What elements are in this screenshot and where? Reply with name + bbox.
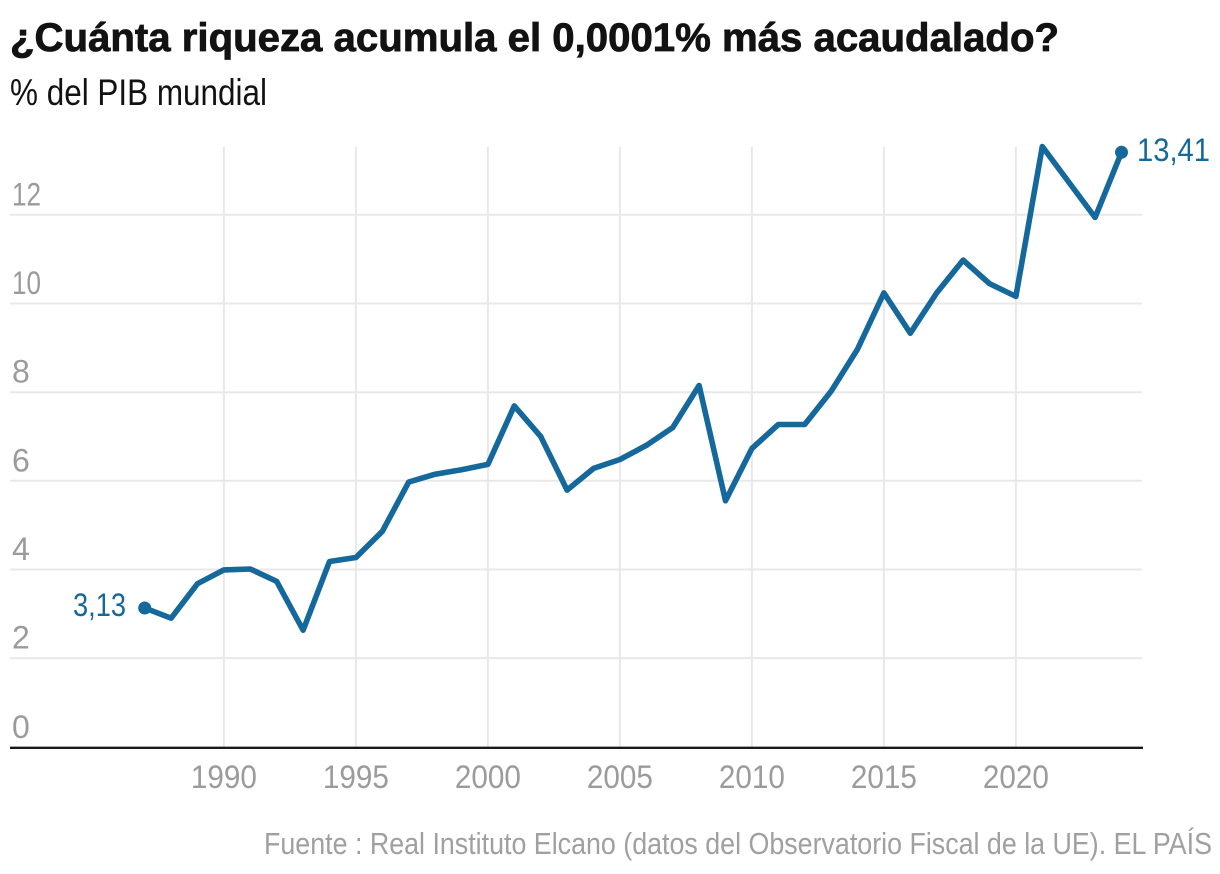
svg-text:2000: 2000 bbox=[455, 759, 521, 795]
svg-text:1995: 1995 bbox=[323, 759, 389, 795]
svg-text:6: 6 bbox=[12, 442, 30, 478]
svg-text:2015: 2015 bbox=[851, 759, 917, 795]
svg-text:1990: 1990 bbox=[191, 759, 257, 795]
svg-text:3,13: 3,13 bbox=[73, 587, 126, 623]
svg-text:0: 0 bbox=[12, 709, 30, 745]
svg-text:¿Cuánta riqueza acumula el 0,0: ¿Cuánta riqueza acumula el 0,0001% más a… bbox=[10, 16, 1059, 60]
svg-text:8: 8 bbox=[12, 354, 30, 390]
svg-text:4: 4 bbox=[12, 531, 30, 567]
svg-text:2: 2 bbox=[12, 620, 30, 656]
svg-text:13,41: 13,41 bbox=[1137, 132, 1210, 168]
svg-text:2010: 2010 bbox=[719, 759, 785, 795]
svg-text:2020: 2020 bbox=[983, 759, 1049, 795]
svg-text:10: 10 bbox=[12, 265, 41, 301]
svg-text:12: 12 bbox=[12, 176, 41, 212]
svg-text:Fuente : Real Instituto Elcano: Fuente : Real Instituto Elcano (datos de… bbox=[264, 826, 1212, 861]
svg-text:2005: 2005 bbox=[587, 759, 653, 795]
svg-text:% del PIB mundial: % del PIB mundial bbox=[10, 72, 267, 113]
